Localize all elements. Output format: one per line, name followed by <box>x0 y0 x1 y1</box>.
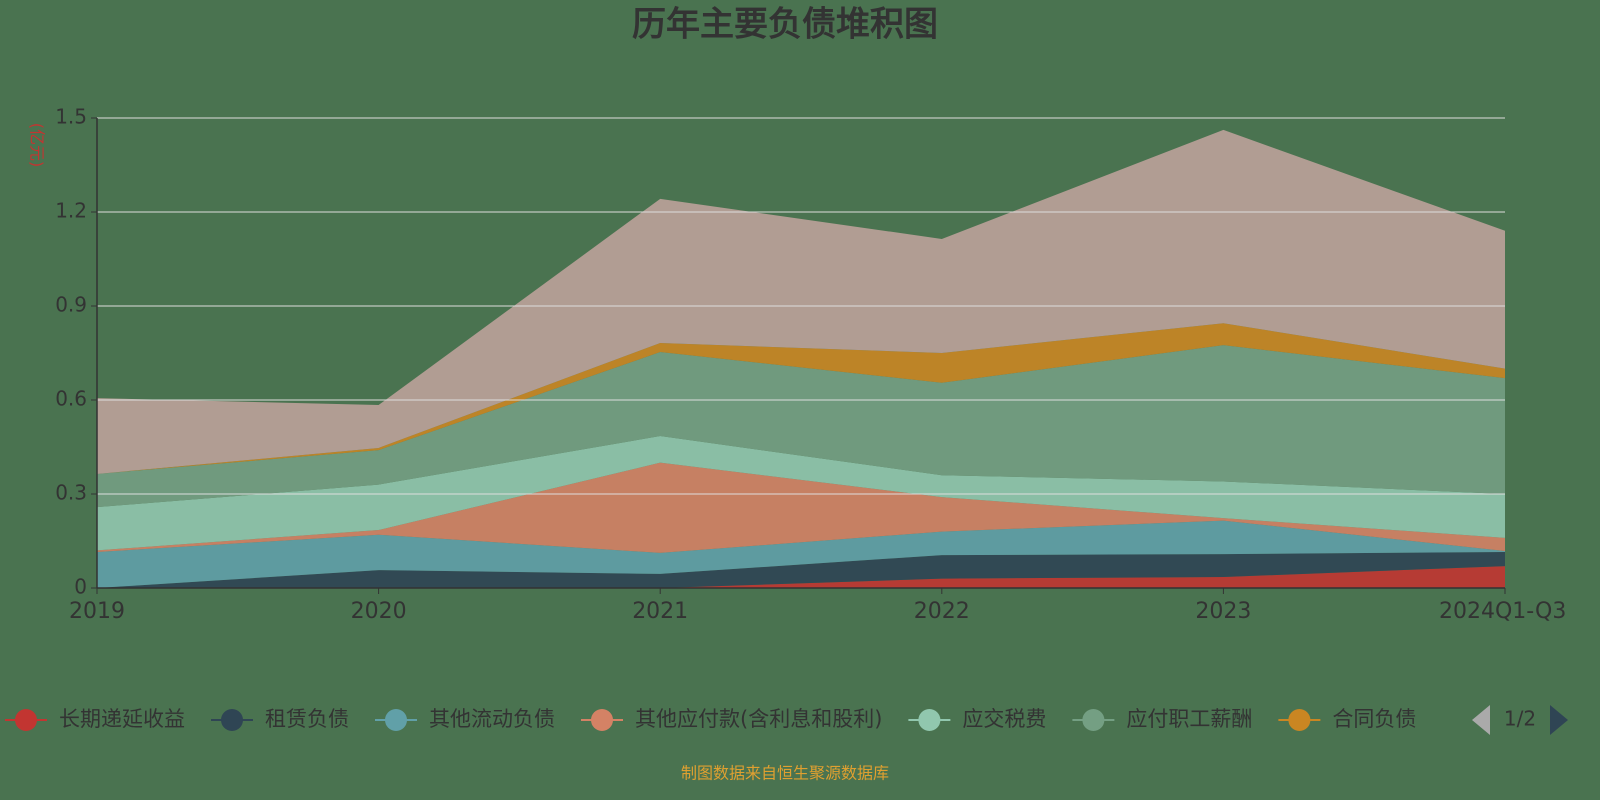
y-tick-label: 1.2 <box>55 199 87 223</box>
legend-label: 应付职工薪酬 <box>1126 707 1252 731</box>
legend-label: 其他流动负债 <box>429 707 555 731</box>
area <box>97 566 1505 588</box>
legend-label: 其他应付款(含利息和股利) <box>635 707 882 731</box>
legend-marker <box>15 709 37 731</box>
y-tick-label: 0.6 <box>55 387 87 411</box>
areas <box>97 129 1505 588</box>
x-tick-label: 2023 <box>1195 599 1251 624</box>
x-tick-label: 2021 <box>632 599 688 624</box>
area <box>97 462 1505 553</box>
x-tick-label: 2020 <box>351 599 407 624</box>
area <box>97 129 1505 474</box>
x-tick-label: 2024Q1-Q3 <box>1439 599 1566 624</box>
y-tick-label: 0.3 <box>55 481 87 505</box>
area <box>97 551 1505 588</box>
chart-title: 历年主要负债堆积图 <box>632 5 938 45</box>
legend-label: 长期递延收益 <box>59 707 185 731</box>
area <box>97 323 1505 474</box>
x-tick-label: 2019 <box>69 599 125 624</box>
legend-next[interactable] <box>1550 705 1568 735</box>
y-tick-label: 1.5 <box>55 105 87 129</box>
legend-page: 1/2 <box>1504 707 1536 731</box>
legend-marker <box>918 709 941 731</box>
legend-label: 租赁负债 <box>265 707 349 731</box>
y-tick-label: 0.9 <box>55 293 87 317</box>
legend-marker <box>1082 709 1105 731</box>
legend-prev[interactable] <box>1472 705 1490 735</box>
y-axis-label: (亿元) <box>28 123 47 168</box>
area <box>97 520 1505 588</box>
legend-marker <box>1288 709 1311 731</box>
legend: 长期递延收益 租赁负债 其他流动负债 其他应付款(含利息和股利) 应交税费 应付职工薪酬 合… <box>5 707 1416 731</box>
legend-marker <box>221 709 243 731</box>
legend-label: 合同负债 <box>1332 707 1416 731</box>
legend-label: 应交税费 <box>962 707 1046 731</box>
legend-marker <box>591 709 613 731</box>
y-tick-label: 0 <box>74 575 87 599</box>
area <box>97 436 1505 551</box>
source-note: 制图数据来自恒生聚源数据库 <box>681 764 889 783</box>
x-tick-label: 2022 <box>914 599 970 624</box>
area <box>97 345 1505 508</box>
legend-marker <box>385 709 407 731</box>
